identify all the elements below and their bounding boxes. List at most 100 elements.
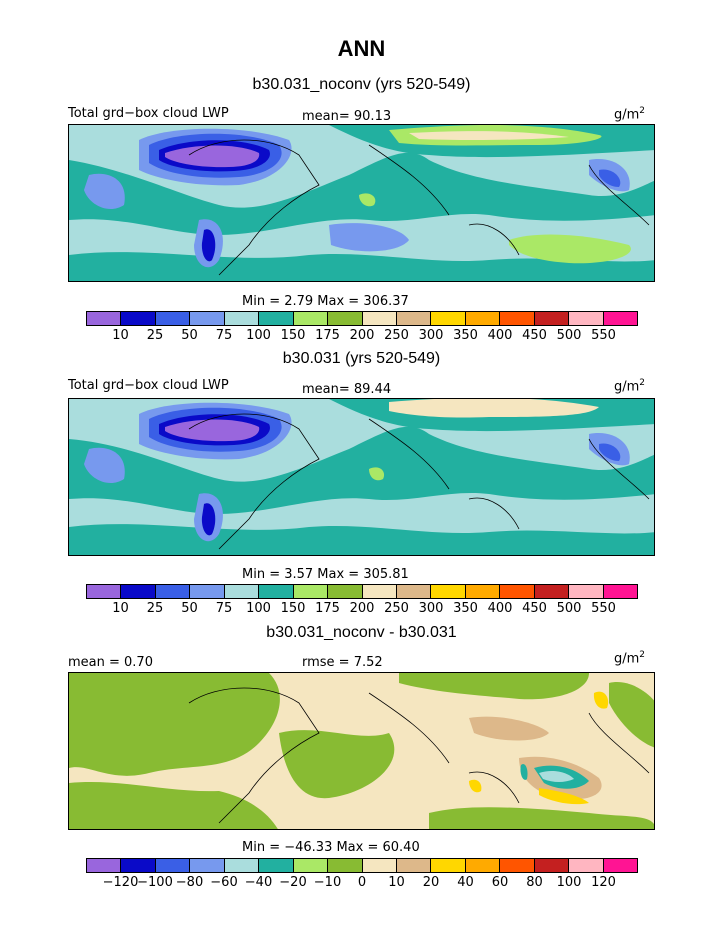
colorbar-tick-label: 10: [112, 328, 129, 343]
colorbar-tick-label: −20: [279, 875, 307, 890]
colorbar-swatch: [362, 859, 397, 872]
panel-1-units: g/m2: [614, 106, 646, 123]
colorbar-swatch: [259, 585, 294, 598]
panel-1-title: b30.031_noconv (yrs 520-549): [252, 76, 471, 93]
colorbar-swatch: [190, 585, 225, 598]
colorbar-tick-label: 10: [112, 601, 129, 616]
panel-1-variable: Total grd−box cloud LWP: [68, 106, 229, 121]
colorbar-swatch: [293, 312, 329, 325]
colorbar-swatch: [603, 859, 637, 872]
colorbar-swatch: [224, 585, 260, 598]
colorbar-tick-label: 80: [526, 875, 543, 890]
colorbar-tick-label: 250: [384, 601, 409, 616]
colorbar-tick-label: 60: [491, 875, 509, 890]
colorbar-swatch: [500, 859, 535, 872]
colorbar-tick-label: 450: [522, 601, 547, 616]
panel-3-minmax: Min = −46.33 Max = 60.40: [242, 840, 420, 855]
colorbar-swatch: [396, 859, 432, 872]
colorbar-tick-label: 120: [591, 875, 616, 890]
panel-1-minmax: Min = 2.79 Max = 306.37: [242, 294, 409, 309]
colorbar-tick-label: 400: [487, 601, 513, 616]
colorbar-swatch: [534, 585, 570, 598]
colorbar-tick-label: 550: [591, 328, 616, 343]
colorbar-swatch: [190, 859, 225, 872]
colorbar-swatch: [500, 312, 535, 325]
colorbar-swatch: [224, 859, 260, 872]
colorbar-tick-label: 175: [315, 328, 340, 343]
colorbar-tick-label: 100: [246, 328, 271, 343]
colorbar-swatch: [569, 585, 604, 598]
colorbar-tick-label: −40: [244, 875, 273, 890]
colorbar-swatch: [293, 585, 329, 598]
colorbar-tick-label: 75: [215, 328, 233, 343]
colorbar-swatch: [500, 585, 535, 598]
colorbar-swatch: [121, 859, 156, 872]
colorbar-tick-label: −60: [210, 875, 238, 890]
colorbar-tick-label: 25: [146, 328, 164, 343]
panel-2-mean: mean= 89.44: [302, 382, 392, 397]
colorbar-tick-label: 0: [357, 875, 367, 890]
colorbar-tick-label: −10: [313, 875, 342, 890]
page-title: ANN: [337, 36, 386, 61]
colorbar-tick-label: 150: [280, 328, 306, 343]
colorbar-swatch: [121, 585, 156, 598]
colorbar-swatch: [603, 312, 637, 325]
panel-3-colorbar: [86, 858, 638, 873]
panel-2-variable: Total grd−box cloud LWP: [68, 378, 229, 393]
colorbar-swatch: [534, 859, 570, 872]
colorbar-swatch: [431, 859, 466, 872]
colorbar-swatch: [603, 585, 637, 598]
colorbar-swatch: [224, 312, 260, 325]
panel-3-title: b30.031_noconv - b30.031: [266, 624, 457, 641]
colorbar-tick-label: 300: [418, 328, 444, 343]
colorbar-swatch: [155, 585, 191, 598]
colorbar-swatch: [87, 312, 122, 325]
colorbar-tick-label: 20: [422, 875, 440, 890]
panel-2-title: b30.031 (yrs 520-549): [282, 350, 441, 367]
panel-1-colorbar-ticks: 10 25 50 75 100 150 175 200 250 300 350 400 450 500 55…: [86, 328, 638, 344]
panel-3-units: g/m2: [614, 650, 646, 667]
colorbar-tick-label: −80: [175, 875, 204, 890]
colorbar-tick-label: 300: [418, 601, 444, 616]
colorbar-swatch: [328, 585, 363, 598]
colorbar-tick-label: 100: [246, 601, 271, 616]
colorbar-swatch: [190, 312, 225, 325]
colorbar-tick-label: 40: [457, 875, 474, 890]
colorbar-swatch: [569, 859, 604, 872]
colorbar-swatch: [569, 312, 604, 325]
panel-3-rmse: rmse = 7.52: [302, 655, 383, 670]
panel-3-map: [68, 672, 655, 830]
colorbar-tick-label: 450: [522, 328, 547, 343]
colorbar-tick-label: 175: [315, 601, 340, 616]
colorbar-tick-label: 500: [556, 328, 582, 343]
colorbar-tick-label: 75: [215, 601, 233, 616]
colorbar-swatch: [87, 585, 122, 598]
panel-3-colorbar-ticks: −120 −100 −80 −60 −40 −20 −10 0 10 20 40 60 80 100 120: [86, 875, 638, 891]
colorbar-tick-label: 10: [388, 875, 405, 890]
colorbar-tick-label: 400: [487, 328, 513, 343]
colorbar-tick-label: 100: [556, 875, 582, 890]
colorbar-swatch: [362, 312, 397, 325]
panel-2-map: [68, 398, 655, 556]
colorbar-swatch: [431, 312, 466, 325]
panel-2-units: g/m2: [614, 378, 646, 395]
panel-1-map: [68, 124, 655, 282]
colorbar-swatch: [465, 585, 501, 598]
colorbar-swatch: [121, 312, 156, 325]
colorbar-swatch: [155, 312, 191, 325]
colorbar-tick-label: −100: [137, 875, 173, 890]
colorbar-tick-label: 50: [181, 601, 198, 616]
colorbar-swatch: [396, 585, 432, 598]
colorbar-swatch: [259, 859, 294, 872]
colorbar-tick-label: 50: [181, 328, 198, 343]
colorbar-swatch: [534, 312, 570, 325]
panel-3-mean: mean = 0.70: [68, 655, 153, 670]
colorbar-tick-label: 350: [453, 328, 478, 343]
panel-2-minmax: Min = 3.57 Max = 305.81: [242, 567, 409, 582]
colorbar-tick-label: 200: [349, 601, 375, 616]
colorbar-tick-label: 25: [146, 601, 164, 616]
panel-1-mean: mean= 90.13: [302, 109, 392, 124]
colorbar-tick-label: 350: [453, 601, 478, 616]
colorbar-swatch: [465, 859, 501, 872]
colorbar-swatch: [362, 585, 397, 598]
